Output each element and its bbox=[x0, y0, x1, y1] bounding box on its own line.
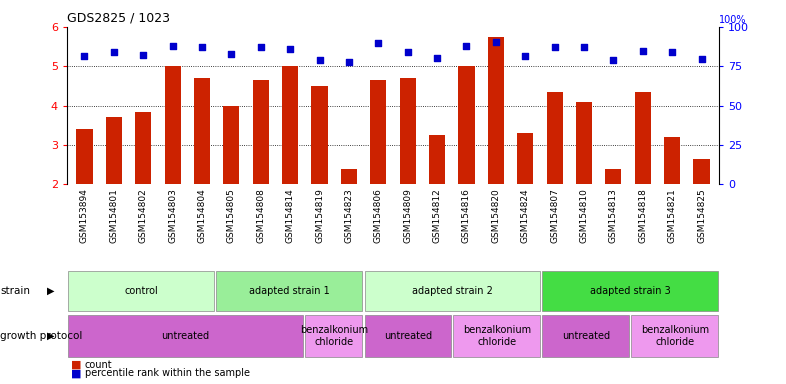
Text: GSM154802: GSM154802 bbox=[138, 189, 148, 243]
Point bbox=[549, 43, 561, 50]
Bar bbox=[311, 86, 328, 184]
Bar bbox=[458, 66, 475, 184]
Bar bbox=[546, 92, 563, 184]
Bar bbox=[635, 92, 651, 184]
Bar bbox=[216, 271, 362, 311]
Point bbox=[578, 43, 590, 50]
Point bbox=[460, 43, 472, 49]
Point bbox=[402, 50, 414, 56]
Text: growth protocol: growth protocol bbox=[0, 331, 83, 341]
Text: GSM154824: GSM154824 bbox=[521, 189, 530, 243]
Text: untreated: untreated bbox=[562, 331, 610, 341]
Bar bbox=[282, 66, 298, 184]
Point bbox=[343, 58, 355, 65]
Point bbox=[78, 53, 90, 60]
Bar bbox=[223, 106, 240, 184]
Text: GSM154813: GSM154813 bbox=[609, 189, 618, 243]
Text: strain: strain bbox=[0, 286, 30, 296]
Point bbox=[666, 50, 678, 56]
Bar bbox=[664, 137, 680, 184]
Bar bbox=[341, 169, 357, 184]
Bar bbox=[429, 135, 445, 184]
Point bbox=[167, 43, 179, 49]
Bar bbox=[399, 78, 416, 184]
Text: GSM154809: GSM154809 bbox=[403, 189, 412, 243]
Text: ■: ■ bbox=[71, 368, 81, 379]
Bar bbox=[605, 169, 622, 184]
Text: adapted strain 1: adapted strain 1 bbox=[249, 286, 329, 296]
Point bbox=[137, 52, 149, 58]
Bar bbox=[135, 111, 151, 184]
Point bbox=[255, 44, 267, 50]
Text: GSM154803: GSM154803 bbox=[168, 189, 177, 243]
Text: benzalkonium
chloride: benzalkonium chloride bbox=[299, 325, 368, 347]
Point bbox=[607, 57, 619, 63]
Bar bbox=[370, 80, 387, 184]
Text: GSM154814: GSM154814 bbox=[285, 189, 295, 243]
Point bbox=[108, 50, 120, 56]
Bar bbox=[68, 315, 303, 357]
Text: untreated: untreated bbox=[161, 331, 210, 341]
Point bbox=[490, 39, 502, 45]
Text: ■: ■ bbox=[71, 359, 81, 370]
Text: untreated: untreated bbox=[384, 331, 432, 341]
Bar bbox=[488, 37, 504, 184]
Point bbox=[284, 45, 296, 51]
Text: GSM154804: GSM154804 bbox=[197, 189, 207, 243]
Text: ▶: ▶ bbox=[47, 286, 55, 296]
Text: GSM154820: GSM154820 bbox=[491, 189, 501, 243]
Text: GSM153894: GSM153894 bbox=[80, 189, 89, 243]
Bar bbox=[305, 315, 362, 357]
Point bbox=[372, 40, 384, 46]
Bar bbox=[106, 118, 122, 184]
Text: ▶: ▶ bbox=[47, 331, 55, 341]
Text: GSM154801: GSM154801 bbox=[109, 189, 119, 243]
Text: 100%: 100% bbox=[719, 15, 747, 25]
Bar bbox=[68, 271, 214, 311]
Text: adapted strain 3: adapted strain 3 bbox=[590, 286, 670, 296]
Text: benzalkonium
chloride: benzalkonium chloride bbox=[463, 325, 531, 347]
Text: adapted strain 2: adapted strain 2 bbox=[412, 286, 493, 296]
Text: GSM154806: GSM154806 bbox=[374, 189, 383, 243]
Bar bbox=[631, 315, 718, 357]
Bar bbox=[164, 66, 181, 184]
Bar bbox=[542, 271, 718, 311]
Text: benzalkonium
chloride: benzalkonium chloride bbox=[641, 325, 709, 347]
Text: GSM154821: GSM154821 bbox=[667, 189, 677, 243]
Bar bbox=[517, 133, 534, 184]
Bar bbox=[194, 78, 210, 184]
Bar bbox=[252, 80, 269, 184]
Text: percentile rank within the sample: percentile rank within the sample bbox=[85, 368, 250, 379]
Text: GSM154805: GSM154805 bbox=[227, 189, 236, 243]
Text: GSM154812: GSM154812 bbox=[432, 189, 442, 243]
Text: GSM154807: GSM154807 bbox=[550, 189, 559, 243]
Text: GSM154825: GSM154825 bbox=[697, 189, 706, 243]
Text: GSM154823: GSM154823 bbox=[344, 189, 354, 243]
Text: GDS2825 / 1023: GDS2825 / 1023 bbox=[67, 12, 170, 25]
Bar bbox=[76, 129, 93, 184]
Text: control: control bbox=[124, 286, 158, 296]
Bar bbox=[693, 159, 710, 184]
Text: count: count bbox=[85, 359, 112, 370]
Text: GSM154808: GSM154808 bbox=[256, 189, 265, 243]
Text: GSM154819: GSM154819 bbox=[315, 189, 324, 243]
Point bbox=[314, 57, 326, 63]
Bar bbox=[365, 271, 540, 311]
Bar bbox=[365, 315, 451, 357]
Text: GSM154810: GSM154810 bbox=[579, 189, 589, 243]
Bar bbox=[454, 315, 540, 357]
Point bbox=[431, 55, 443, 61]
Point bbox=[696, 56, 708, 62]
Bar bbox=[542, 315, 629, 357]
Text: GSM154816: GSM154816 bbox=[462, 189, 471, 243]
Bar bbox=[576, 102, 592, 184]
Point bbox=[637, 48, 649, 55]
Point bbox=[519, 53, 531, 60]
Point bbox=[196, 43, 208, 50]
Text: GSM154818: GSM154818 bbox=[638, 189, 648, 243]
Point bbox=[225, 51, 237, 58]
